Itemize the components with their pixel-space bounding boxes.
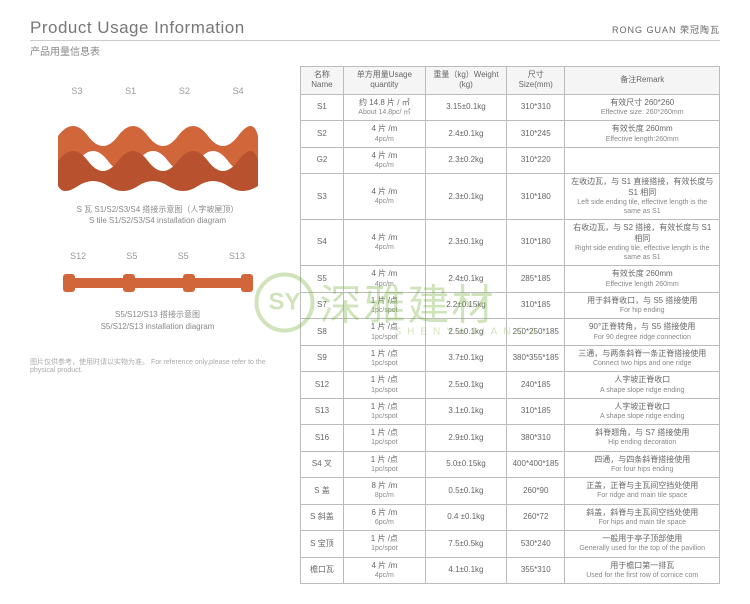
table-header: 备注Remark: [565, 67, 720, 95]
table-row: S34 片 /m4pc/m2.3±0.1kg310*180左收边瓦，与 S1 直…: [301, 174, 720, 220]
table-row: S121 片 /点1pc/spot2.5±0.1kg240*185人字坡正脊收口…: [301, 372, 720, 398]
page-subtitle: 产品用量信息表: [30, 43, 720, 58]
table-row: S24 片 /m4pc/m2.4±0.1kg310*245有效长度 260mmE…: [301, 121, 720, 147]
diagram1-caption: S 瓦 S1/S2/S3/S4 搭接示意图（人字坡屋顶）S tile S1/S2…: [30, 204, 285, 226]
table-row: S 宝顶1 片 /点1pc/spot7.5±0.5kg530*240一般用于亭子…: [301, 531, 720, 557]
diagram2-caption: S5/S12/S13 搭接示意图S5/S12/S13 installation …: [30, 309, 285, 331]
table-row: S91 片 /点1pc/spot3.7±0.1kg380*355*185三通，与…: [301, 345, 720, 371]
table-row: 檐口瓦4 片 /m4pc/m4.1±0.1kg355*310用于檐口第一排瓦Us…: [301, 557, 720, 583]
diagram2-labels: S12S5S5S13: [30, 251, 285, 266]
usage-table: 名称Name单方用量Usage quantity重量（kg）Weight (kg…: [300, 66, 720, 584]
table-row: S 斜盖6 片 /m6pc/m0.4 ±0.1kg260*72斜盖，斜脊与主瓦间…: [301, 504, 720, 530]
table-row: S161 片 /点1pc/spot2.9±0.1kg380*310斜脊翘角，与 …: [301, 425, 720, 451]
diagram-panel: S3S1S2S4 S 瓦 S1/S2/S3/S4 搭接示意图（人字坡屋顶）S t…: [30, 66, 285, 584]
table-row: S54 片 /m4pc/m2.4±0.1kg285*185有效长度 260mmE…: [301, 266, 720, 292]
diagram1-labels: S3S1S2S4: [30, 86, 285, 101]
table-row: S81 片 /点1pc/spot2.5±0.1kg250*250*18590°正…: [301, 319, 720, 345]
table-row: S71 片 /点1pc/spot2.2±0.15kg310*185用于斜脊收口，…: [301, 292, 720, 318]
table-row: S131 片 /点1pc/spot3.1±0.1kg310*185人字坡正脊收口…: [301, 398, 720, 424]
ridge-diagram: [48, 266, 268, 301]
table-row: S1约 14.8 片 / ㎡About 14.8pc/ ㎡3.15±0.1kg3…: [301, 94, 720, 120]
s-tile-diagram: [48, 101, 268, 196]
table-header: 重量（kg）Weight (kg): [425, 67, 506, 95]
page-title: Product Usage Information: [30, 18, 245, 38]
table-header: 尺寸Size(mm): [507, 67, 565, 95]
table-header: 名称Name: [301, 67, 344, 95]
table-row: S 盖8 片 /m8pc/m0.5±0.1kg260*90正盖，正脊与主瓦间空挡…: [301, 478, 720, 504]
brand-label: RONG GUAN 荣冠陶瓦: [612, 23, 720, 36]
table-row: S44 片 /m4pc/m2.3±0.1kg310*180右收边瓦，与 S2 搭…: [301, 220, 720, 266]
table-header: 单方用量Usage quantity: [343, 67, 425, 95]
footer-note: 图片仅供参考，使用时请以实物为准。 For reference only,ple…: [30, 357, 285, 374]
table-row: G24 片 /m4pc/m2.3±0.2kg310*220: [301, 147, 720, 173]
table-row: S4 叉1 片 /点1pc/spot5.0±0.15kg400*400*185四…: [301, 451, 720, 477]
